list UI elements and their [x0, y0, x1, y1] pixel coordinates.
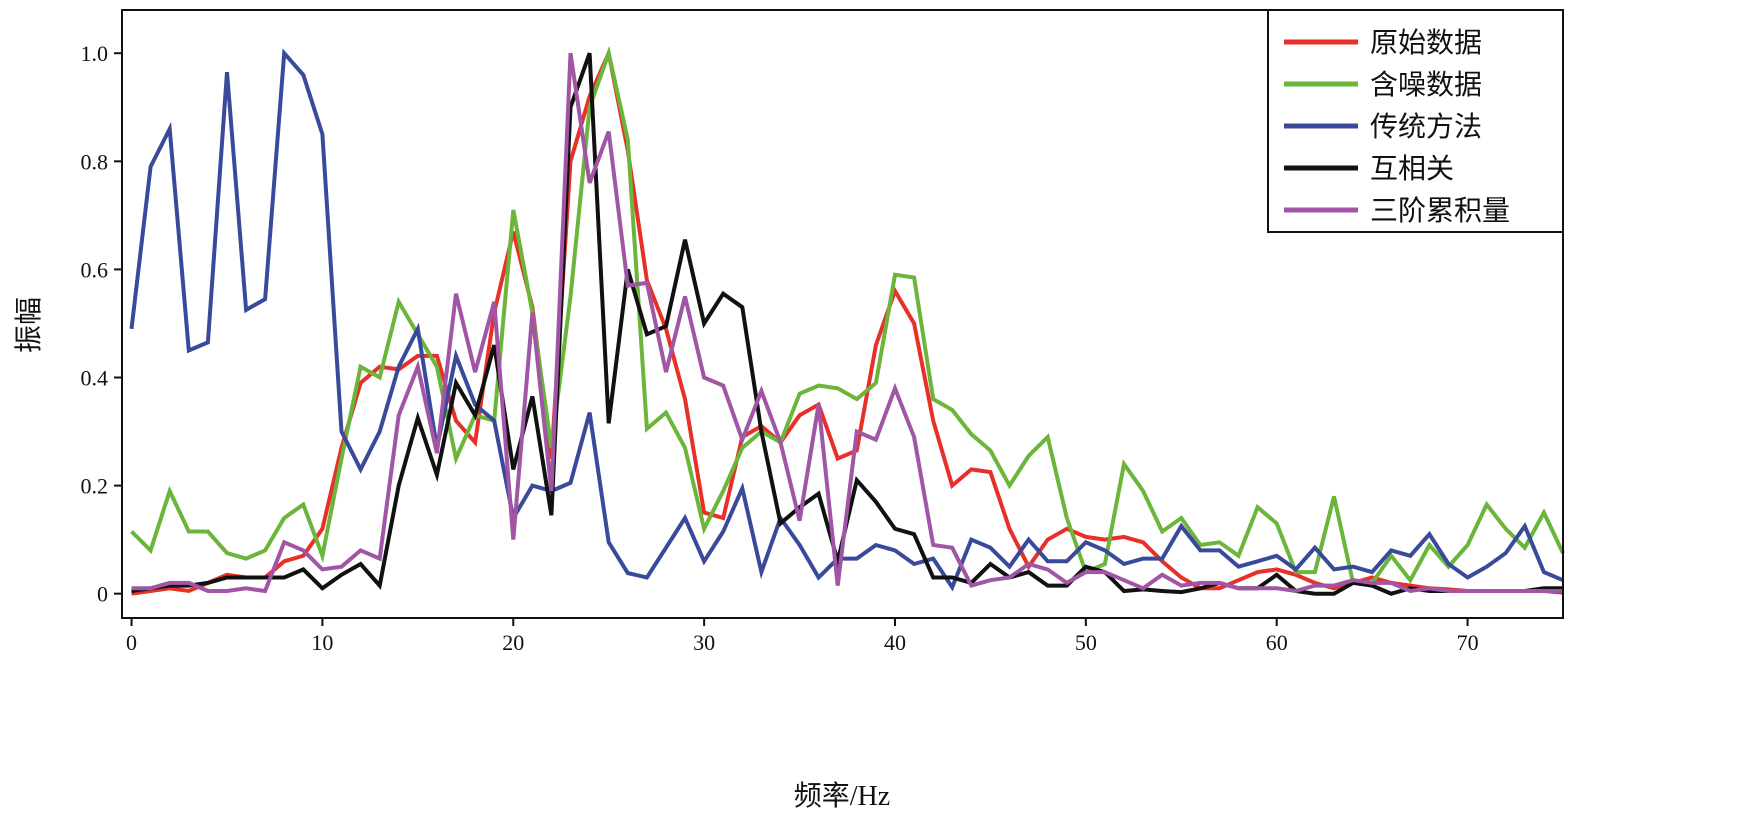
series-line-4 [131, 52, 1563, 594]
legend-label-2: 传统方法 [1370, 111, 1482, 143]
y-tick-label: 0.8 [81, 149, 109, 174]
legend-label-4: 三阶累积量 [1370, 195, 1510, 227]
y-tick-label: 0.6 [81, 257, 109, 282]
legend-label-3: 互相关 [1370, 153, 1454, 185]
plot-area-frame [121, 9, 1564, 619]
x-axis-title: 频率/Hz [794, 780, 890, 812]
legend-box [1267, 9, 1564, 233]
x-tick-label: 70 [1457, 630, 1479, 655]
x-tick-label: 0 [126, 630, 137, 655]
x-tick-label: 60 [1266, 630, 1288, 655]
y-axis-title: 振幅 [13, 297, 45, 353]
y-tick-label: 1.0 [81, 41, 109, 66]
y-tick-label: 0.2 [81, 474, 109, 499]
series-lines [129, 45, 1565, 596]
legend-label-1: 含噪数据 [1370, 69, 1482, 101]
series-line-1 [130, 45, 1565, 585]
y-tick-label: 0 [97, 582, 108, 607]
x-tick-label: 50 [1075, 630, 1097, 655]
x-tick-label: 40 [884, 630, 906, 655]
x-axis: 0 10 20 30 40 50 60 70 [126, 618, 1479, 655]
series-line-2 [129, 48, 1564, 592]
y-tick-label: 0.4 [81, 366, 109, 391]
x-tick-label: 10 [311, 630, 333, 655]
legend-label-0: 原始数据 [1370, 27, 1482, 59]
y-axis: 0 0.2 0.4 0.6 0.8 1.0 [81, 41, 122, 607]
x-tick-label: 30 [693, 630, 715, 655]
x-tick-label: 20 [502, 630, 524, 655]
